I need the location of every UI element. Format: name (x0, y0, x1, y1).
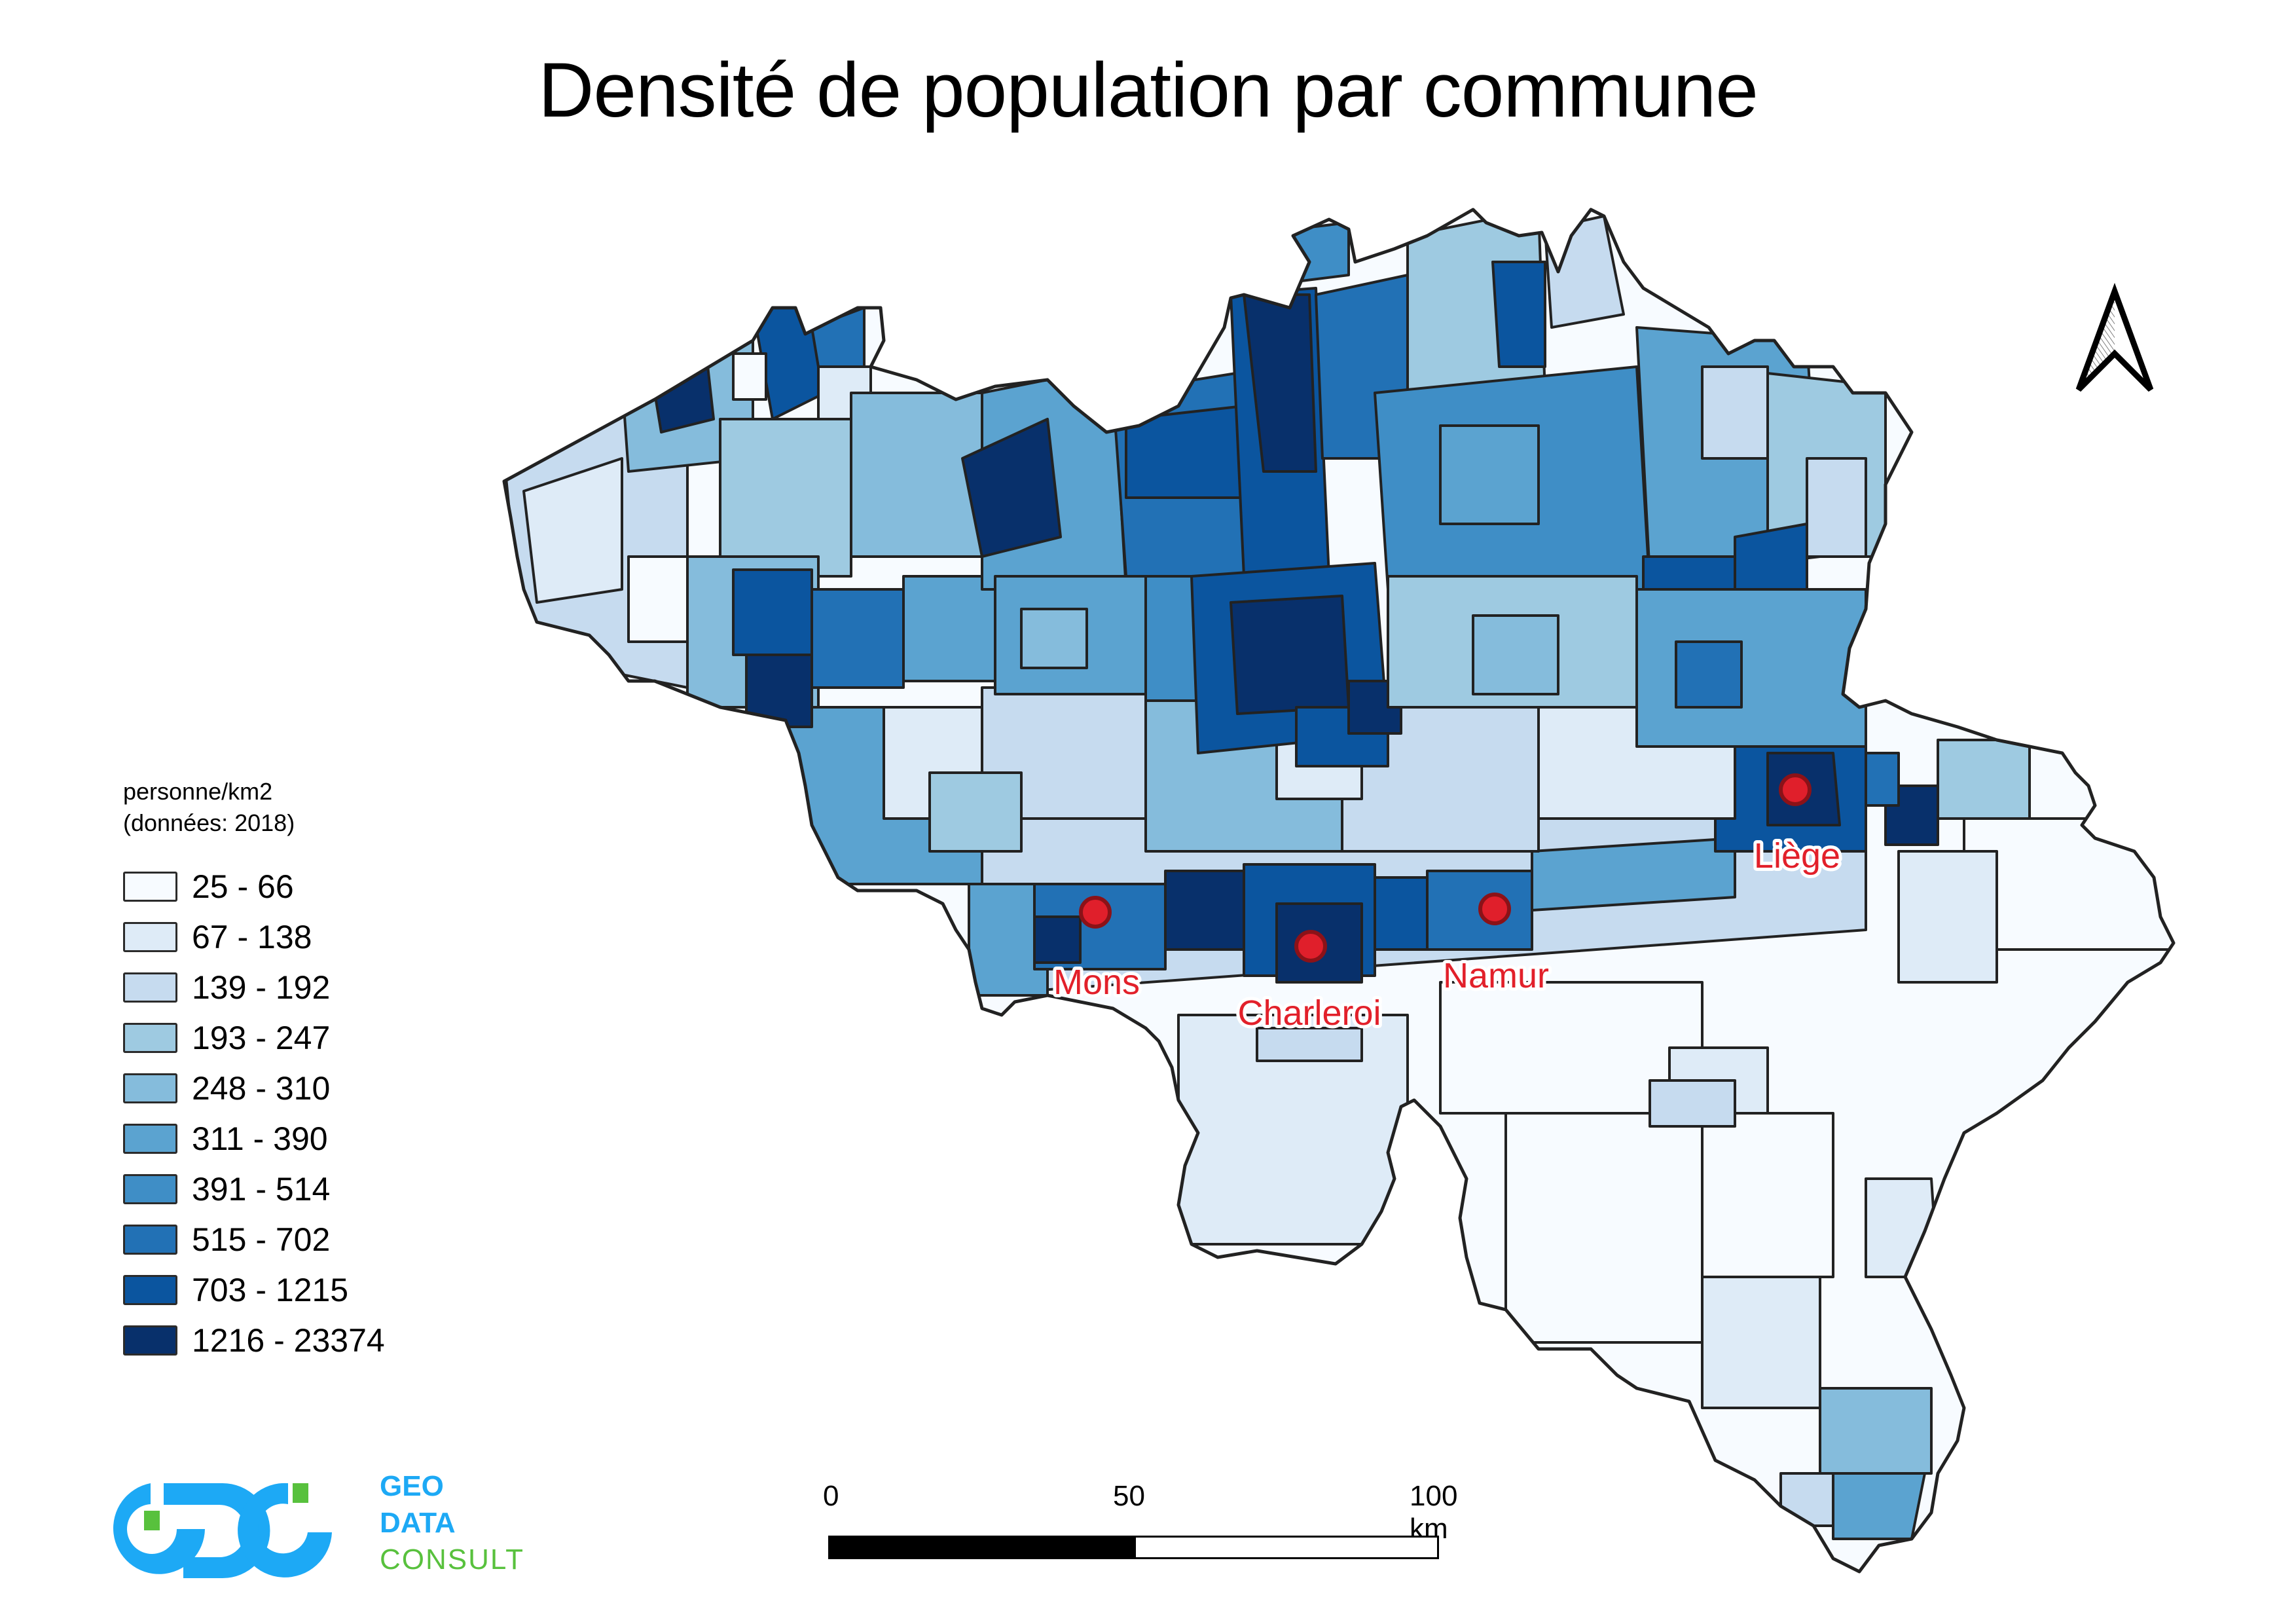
city-marker-namur[interactable]: Namur (1440, 893, 1552, 999)
geo-data-consult-logo: GEO DATA CONSULT (105, 1460, 563, 1591)
legend-item: 311 - 390 (123, 1113, 385, 1164)
legend-item: 391 - 514 (123, 1164, 385, 1214)
map-title: Densité de population par commune (538, 47, 1758, 134)
city-label-charleroi: Charleroi (1237, 993, 1381, 1033)
legend-swatch (123, 1274, 177, 1305)
legend-item: 139 - 192 (123, 962, 385, 1012)
legend-item: 703 - 1215 (123, 1264, 385, 1315)
legend-swatch (123, 1123, 177, 1154)
legend-swatch (123, 1022, 177, 1053)
legend-title: personne/km2 (données: 2018) (123, 778, 295, 836)
legend-swatch (123, 871, 177, 902)
legend-swatch (123, 921, 177, 952)
scale-label-100: 100 km (1410, 1480, 1458, 1545)
city-label-liege: Liège (1754, 836, 1840, 876)
legend-item: 25 - 66 (123, 861, 385, 912)
scale-label-50: 50 (1113, 1480, 1145, 1512)
scale-label-0: 0 (823, 1480, 839, 1512)
city-marker-liege[interactable]: Liège (1751, 773, 1844, 879)
scale-segment-white (1134, 1536, 1439, 1559)
legend-swatch (123, 1325, 177, 1356)
legend-item: 67 - 138 (123, 912, 385, 962)
city-marker-charleroi[interactable]: Charleroi (1234, 930, 1385, 1036)
legend-item: 248 - 310 (123, 1063, 385, 1113)
city-label-namur: Namur (1443, 956, 1549, 995)
legend: personne/km2 (données: 2018) 25 - 66 67 … (123, 776, 385, 1365)
legend-swatch (123, 1224, 177, 1255)
city-marker-mons[interactable]: Mons (1050, 896, 1143, 1005)
scale-bar: 0 50 100 km (823, 1480, 1457, 1565)
legend-item: 193 - 247 (123, 1012, 385, 1063)
north-arrow-icon (2075, 282, 2154, 392)
city-label-mons: Mons (1053, 963, 1140, 1002)
legend-item: 1216 - 23374 (123, 1315, 385, 1365)
city-markers: Mons Charleroi Namur Liège (1050, 773, 1844, 1036)
legend-swatch (123, 1073, 177, 1103)
legend-swatch (123, 1173, 177, 1204)
scale-segment-black (828, 1536, 1136, 1559)
legend-swatch (123, 972, 177, 1003)
gdc-logo-icon (113, 1483, 332, 1578)
legend-item: 515 - 702 (123, 1214, 385, 1264)
logo-text: GEO DATA CONSULT (380, 1470, 524, 1576)
